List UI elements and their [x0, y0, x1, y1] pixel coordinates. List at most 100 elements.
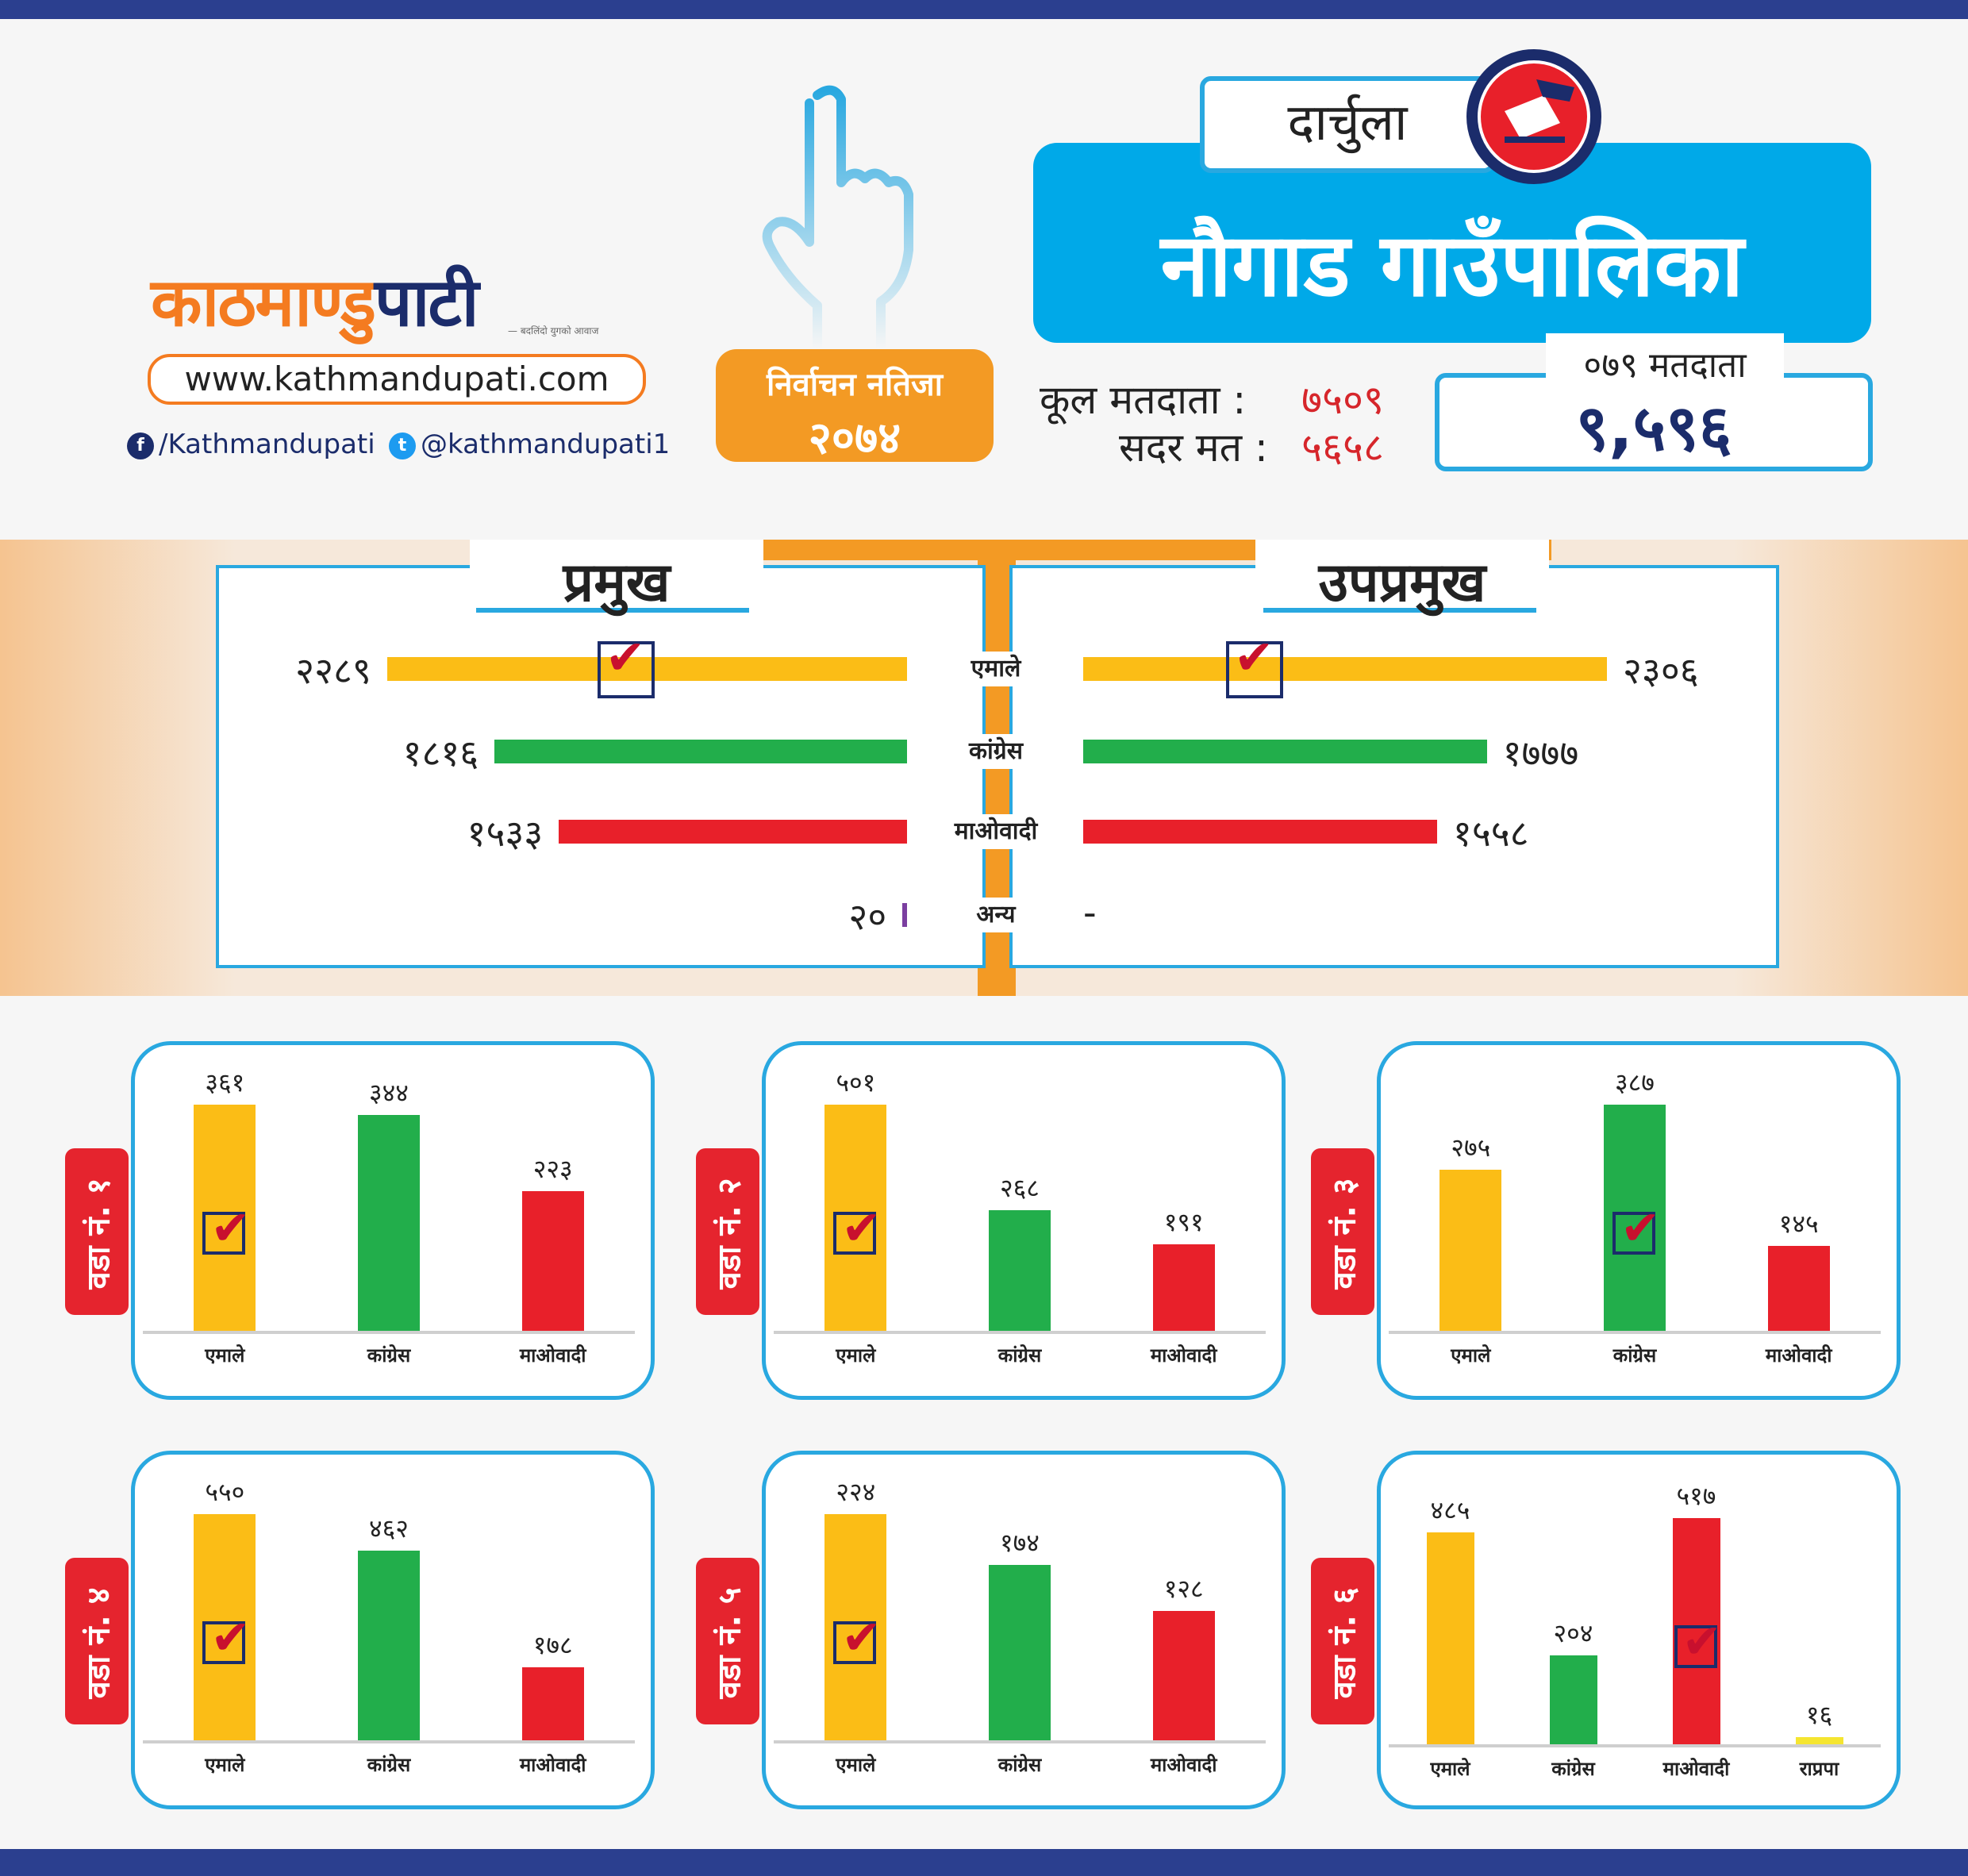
deputy-bar-value: १७७७ [1502, 732, 1579, 775]
ward-bar [358, 1550, 420, 1740]
ward-category-label: माओवादी [1662, 1758, 1730, 1780]
winner-check-icon [833, 1201, 882, 1256]
ward-category-label: माओवादी [519, 1344, 586, 1367]
ward-tag: वडा नं. ६ [1311, 1558, 1374, 1724]
logo-text-b: पाटी [374, 263, 479, 341]
ward-tag: वडा नं. ३ [1311, 1148, 1374, 1315]
chief-bar [902, 903, 907, 927]
municipality-banner [1033, 143, 1871, 343]
winner-check-icon [202, 1610, 251, 1666]
winner-check-icon [1674, 1614, 1722, 1670]
ward-bar [989, 1209, 1051, 1331]
chief-panel [216, 565, 986, 968]
winner-check-icon [1612, 1201, 1660, 1256]
party-label: कांग्रेस [940, 734, 1051, 769]
ward-baseline [774, 1740, 1266, 1743]
ward-bar-value: १४५ [1778, 1209, 1819, 1240]
twitter-link[interactable]: t @kathmandupati1 [389, 429, 670, 460]
deputy-bar-value: - [1083, 891, 1097, 934]
ward-category-label: कांग्रेस [1551, 1758, 1595, 1780]
chief-bar [559, 820, 907, 844]
ward-bar-value: ५५० [205, 1477, 245, 1507]
winner-check-icon [202, 1201, 251, 1256]
deputy-bar [1083, 820, 1437, 844]
winner-check-icon [1226, 630, 1283, 698]
chief-bar-value: २२८९ [295, 649, 371, 692]
ward-tag: वडा नं. २ [696, 1148, 759, 1315]
ward-category-label: राप्रपा [1799, 1758, 1839, 1780]
deputy-bar [1083, 657, 1607, 681]
ward-bar [1767, 1246, 1830, 1331]
ward-category-label: माओवादी [519, 1754, 586, 1776]
ward-bar [358, 1115, 420, 1331]
ward-category-label: एमाले [1430, 1758, 1470, 1780]
deputy-title: उपप्रमुख [1318, 552, 1486, 614]
ward-category-label: कांग्रेस [997, 1344, 1042, 1367]
ward-tag: वडा नं. ५ [696, 1558, 759, 1724]
twitter-icon: t [389, 432, 416, 459]
ward-category-label: कांग्रेस [997, 1754, 1042, 1776]
ward-title: वडा नं. २ [711, 1178, 748, 1290]
valid-votes-label: सदर मत : [1119, 425, 1268, 471]
party-label: एमाले [940, 652, 1051, 686]
chief-title: प्रमुख [563, 552, 671, 614]
ward-bar-value: ५०१ [836, 1067, 876, 1098]
ward-baseline [1389, 1744, 1881, 1747]
site-logo: काठमाण्डुपाटी [151, 254, 479, 345]
facebook-link[interactable]: f/Kathmandupati [127, 429, 375, 460]
deputy-bar-value: २३०६ [1623, 649, 1699, 692]
ward-tag: वडा नं. १ [65, 1148, 129, 1315]
ward-bar-value: २०४ [1553, 1617, 1593, 1648]
ward-bar-value: ४६२ [369, 1513, 409, 1543]
ward-bar-value: ३८७ [1615, 1067, 1655, 1098]
municipality-name: नौगाड गाउँपालिका [1160, 214, 1744, 316]
chief-bar-value: १८१६ [402, 732, 479, 775]
ward-category-label: माओवादी [1150, 1754, 1217, 1776]
ward-bar-value: २२४ [836, 1477, 876, 1507]
logo-tagline: — बदलिंदो युगको आवाज [508, 325, 599, 336]
ward-bar-value: १९१ [1163, 1207, 1204, 1238]
ward-bar [1152, 1611, 1215, 1740]
ward-category-label: कांग्रेस [367, 1754, 411, 1776]
ward-category-label: एमाले [836, 1344, 876, 1367]
bottom-band [0, 1849, 1968, 1876]
deputy-tab [1255, 540, 1549, 613]
ward-bar [1426, 1532, 1474, 1744]
ward-category-label: एमाले [205, 1344, 245, 1367]
ward-baseline [143, 1331, 635, 1334]
ward-bar-value: १७८ [532, 1629, 573, 1660]
ward-bar-value: १२८ [1163, 1574, 1204, 1605]
voters-079-label-bg [1546, 333, 1784, 389]
deputy-bar-value: १५५८ [1452, 812, 1529, 855]
ward-tag: वडा नं. ४ [65, 1558, 129, 1724]
ward-bar-value: १६ [1805, 1700, 1833, 1731]
result-title: निर्वाचन नतिजा [766, 367, 944, 403]
ward-baseline [143, 1740, 635, 1743]
party-label: माओवादी [940, 814, 1051, 849]
district-box [1200, 76, 1495, 173]
chief-bar-value: १५३३ [467, 812, 544, 855]
result-badge [716, 349, 994, 462]
ward-title: वडा नं. ५ [711, 1587, 748, 1699]
ward-baseline [774, 1331, 1266, 1334]
ward-category-label: एमाले [1451, 1344, 1491, 1367]
total-voters-label: कूल मतदाता : [1040, 377, 1247, 423]
ward-bar [1795, 1737, 1843, 1744]
valid-votes-value: ५६५८ [1301, 425, 1384, 471]
chief-tab [470, 540, 763, 613]
facebook-icon: f [127, 432, 154, 459]
website-link[interactable]: www.kathmandupati.com [148, 354, 646, 405]
ward-title: वडा नं. १ [80, 1178, 117, 1290]
party-label: अन्य [940, 898, 1051, 932]
voters-079-value: ९,५९६ [1575, 391, 1732, 465]
top-band [0, 0, 1968, 19]
ward-category-label: माओवादी [1150, 1344, 1217, 1367]
ward-bar [521, 1190, 584, 1331]
ward-bar-value: ५१७ [1676, 1481, 1716, 1511]
winner-check-icon [833, 1610, 882, 1666]
district-name: दार्चुला [1287, 94, 1408, 152]
ward-baseline [1389, 1331, 1881, 1334]
ward-bar [1439, 1170, 1502, 1331]
ward-title: वडा नं. ३ [1326, 1178, 1363, 1290]
ward-bar [1549, 1655, 1597, 1744]
